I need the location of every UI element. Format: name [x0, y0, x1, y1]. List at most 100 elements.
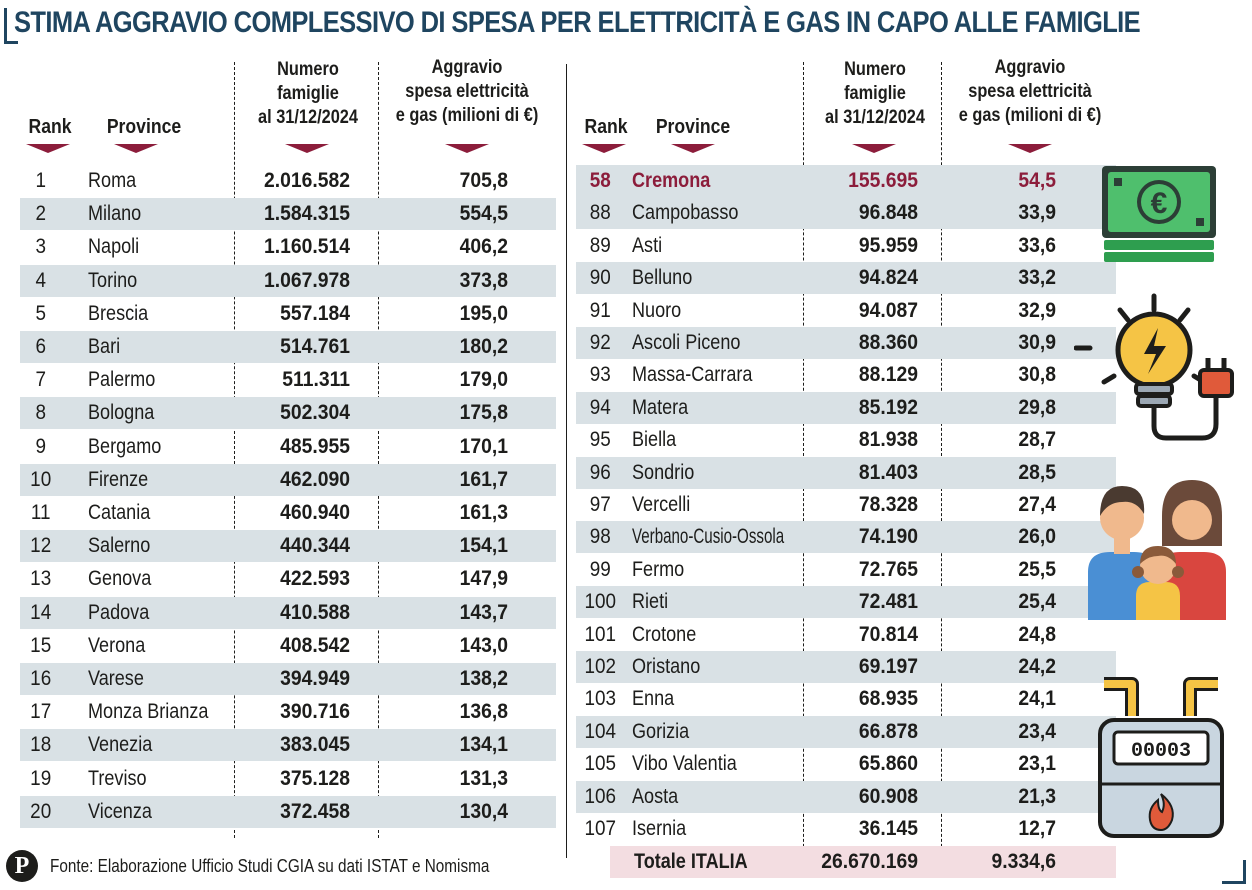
- svg-text:€: €: [1151, 187, 1168, 220]
- right-header-cost: Aggravio spesa elettricità e gas (milion…: [954, 56, 1105, 128]
- cell-province: Napoli: [88, 235, 140, 259]
- cell-families: 440.344: [280, 534, 350, 558]
- cell-families: 1.067.978: [264, 268, 350, 292]
- right-cost-marker: [1008, 144, 1052, 153]
- cell-rank: 6: [35, 335, 46, 358]
- title-corner-decoration: [4, 8, 18, 44]
- cell-families: 394.949: [280, 667, 350, 690]
- table-row: 94 Matera 85.192 29,8: [576, 391, 1116, 424]
- table-row: 105 Vibo Valentia 65.860 23,1: [576, 748, 1116, 780]
- bottom-right-corner-decoration: [1222, 860, 1246, 884]
- left-province-marker: [114, 144, 158, 153]
- cell-province: Matera: [632, 395, 689, 419]
- cell-families: 1.160.514: [264, 235, 350, 259]
- table-row: 93 Massa-Carrara 88.129 30,8: [576, 359, 1116, 391]
- cell-province: Oristano: [632, 655, 701, 678]
- cell-families: 78.328: [858, 493, 918, 516]
- cell-rank: 94: [589, 395, 611, 419]
- cell-families: 95.959: [858, 233, 918, 257]
- table-row: 13 Genova 422.593 147,9: [20, 563, 556, 595]
- cell-province: Belluno: [632, 266, 693, 290]
- cell-cost: 32,9: [1018, 298, 1056, 322]
- cell-families: 514.761: [280, 335, 350, 358]
- cell-families: 485.955: [280, 434, 350, 458]
- right-header-families-line3: al 31/12/2024: [825, 107, 925, 128]
- cell-families: 74.190: [858, 525, 918, 549]
- cell-cost: 134,1: [459, 733, 508, 757]
- cell-families: 460.940: [280, 501, 350, 524]
- table-row: 88 Campobasso 96.848 33,9: [576, 197, 1116, 230]
- cell-province: Torino: [88, 268, 138, 292]
- cell-province: Firenze: [88, 467, 149, 491]
- cell-cost: 33,6: [1018, 233, 1056, 257]
- table-row: 107 Isernia 36.145 12,7: [576, 813, 1116, 845]
- cell-rank: 90: [589, 266, 611, 290]
- cell-province: Salerno: [88, 534, 151, 558]
- cell-rank: 14: [30, 600, 52, 624]
- cell-province: Palermo: [88, 368, 156, 392]
- cell-rank: 4: [35, 268, 46, 292]
- cell-cost: 175,8: [459, 401, 508, 425]
- cell-cost: 705,8: [459, 169, 508, 192]
- table-row: 16 Varese 394.949 138,2: [20, 663, 556, 695]
- cell-families: 68.935: [858, 687, 918, 711]
- total-cost: 9.334,6: [991, 850, 1056, 873]
- table-row: 10 Firenze 462.090 161,7: [20, 463, 556, 496]
- cell-families: 60.908: [858, 784, 918, 808]
- cell-rank: 104: [584, 719, 617, 743]
- cell-cost: 23,4: [1018, 719, 1056, 743]
- cell-families: 511.311: [282, 368, 350, 392]
- right-header-families-line1: Numero: [844, 59, 906, 80]
- table-row: 6 Bari 514.761 180,2: [20, 331, 556, 363]
- table-row: 17 Monza Brianza 390.716 136,8: [20, 696, 556, 728]
- cell-rank: 98: [589, 525, 611, 549]
- cell-province: Milano: [88, 202, 142, 226]
- cell-cost: 130,4: [459, 799, 508, 823]
- table-row: 4 Torino 1.067.978 373,8: [20, 264, 556, 297]
- cell-province: Bologna: [88, 401, 155, 425]
- table-row: 98 Verbano-Cusio-Ossola 74.190 26,0: [576, 521, 1116, 554]
- cell-rank: 16: [30, 667, 52, 690]
- right-header-families: Numero famiglie al 31/12/2024: [813, 58, 937, 130]
- right-families-marker: [852, 144, 896, 153]
- cell-cost: 143,0: [459, 633, 508, 657]
- left-header-cost-line3: e gas (milioni di €): [395, 105, 539, 126]
- cell-families: 81.403: [858, 460, 918, 484]
- cell-rank: 7: [35, 368, 46, 392]
- cell-rank: 88: [589, 201, 611, 225]
- cell-province: Catania: [88, 501, 151, 524]
- right-header-families-line2: famiglie: [844, 83, 906, 104]
- cell-cost: 33,9: [1018, 201, 1056, 225]
- cell-province: Cremona: [632, 169, 711, 192]
- cell-rank: 96: [589, 460, 611, 484]
- cell-families: 410.588: [280, 600, 350, 624]
- cell-cost: 179,0: [459, 368, 508, 392]
- table-row: 19 Treviso 375.128 131,3: [20, 763, 556, 795]
- cell-province: Vicenza: [88, 799, 152, 823]
- cell-families: 72.481: [858, 590, 918, 614]
- total-row: Totale ITALIA 26.670.169 9.334,6: [576, 846, 1116, 878]
- cell-cost: 12,7: [1018, 817, 1056, 840]
- cell-rank: 18: [30, 733, 52, 757]
- cell-families: 88.360: [858, 331, 918, 354]
- cell-province: Sondrio: [632, 460, 695, 484]
- cell-province: Isernia: [632, 817, 687, 840]
- cell-families: 65.860: [858, 752, 918, 776]
- total-row-background: [610, 846, 1116, 878]
- cell-rank: 100: [584, 590, 617, 614]
- banknote-icon: €: [1102, 166, 1216, 262]
- cell-province: Padova: [88, 600, 150, 624]
- left-rank-marker: [26, 144, 70, 153]
- cell-rank: 97: [589, 493, 611, 516]
- cell-rank: 105: [584, 752, 617, 776]
- cell-province: Roma: [88, 169, 137, 192]
- cell-province: Rieti: [632, 590, 669, 614]
- cell-province: Enna: [632, 687, 675, 711]
- left-cost-marker: [445, 144, 489, 153]
- cell-families: 155.695: [848, 169, 918, 192]
- cell-cost: 154,1: [459, 534, 508, 558]
- cell-rank: 106: [584, 784, 617, 808]
- cell-province: Fermo: [632, 557, 685, 581]
- cell-rank: 89: [589, 233, 611, 257]
- cell-cost: 33,2: [1018, 266, 1056, 290]
